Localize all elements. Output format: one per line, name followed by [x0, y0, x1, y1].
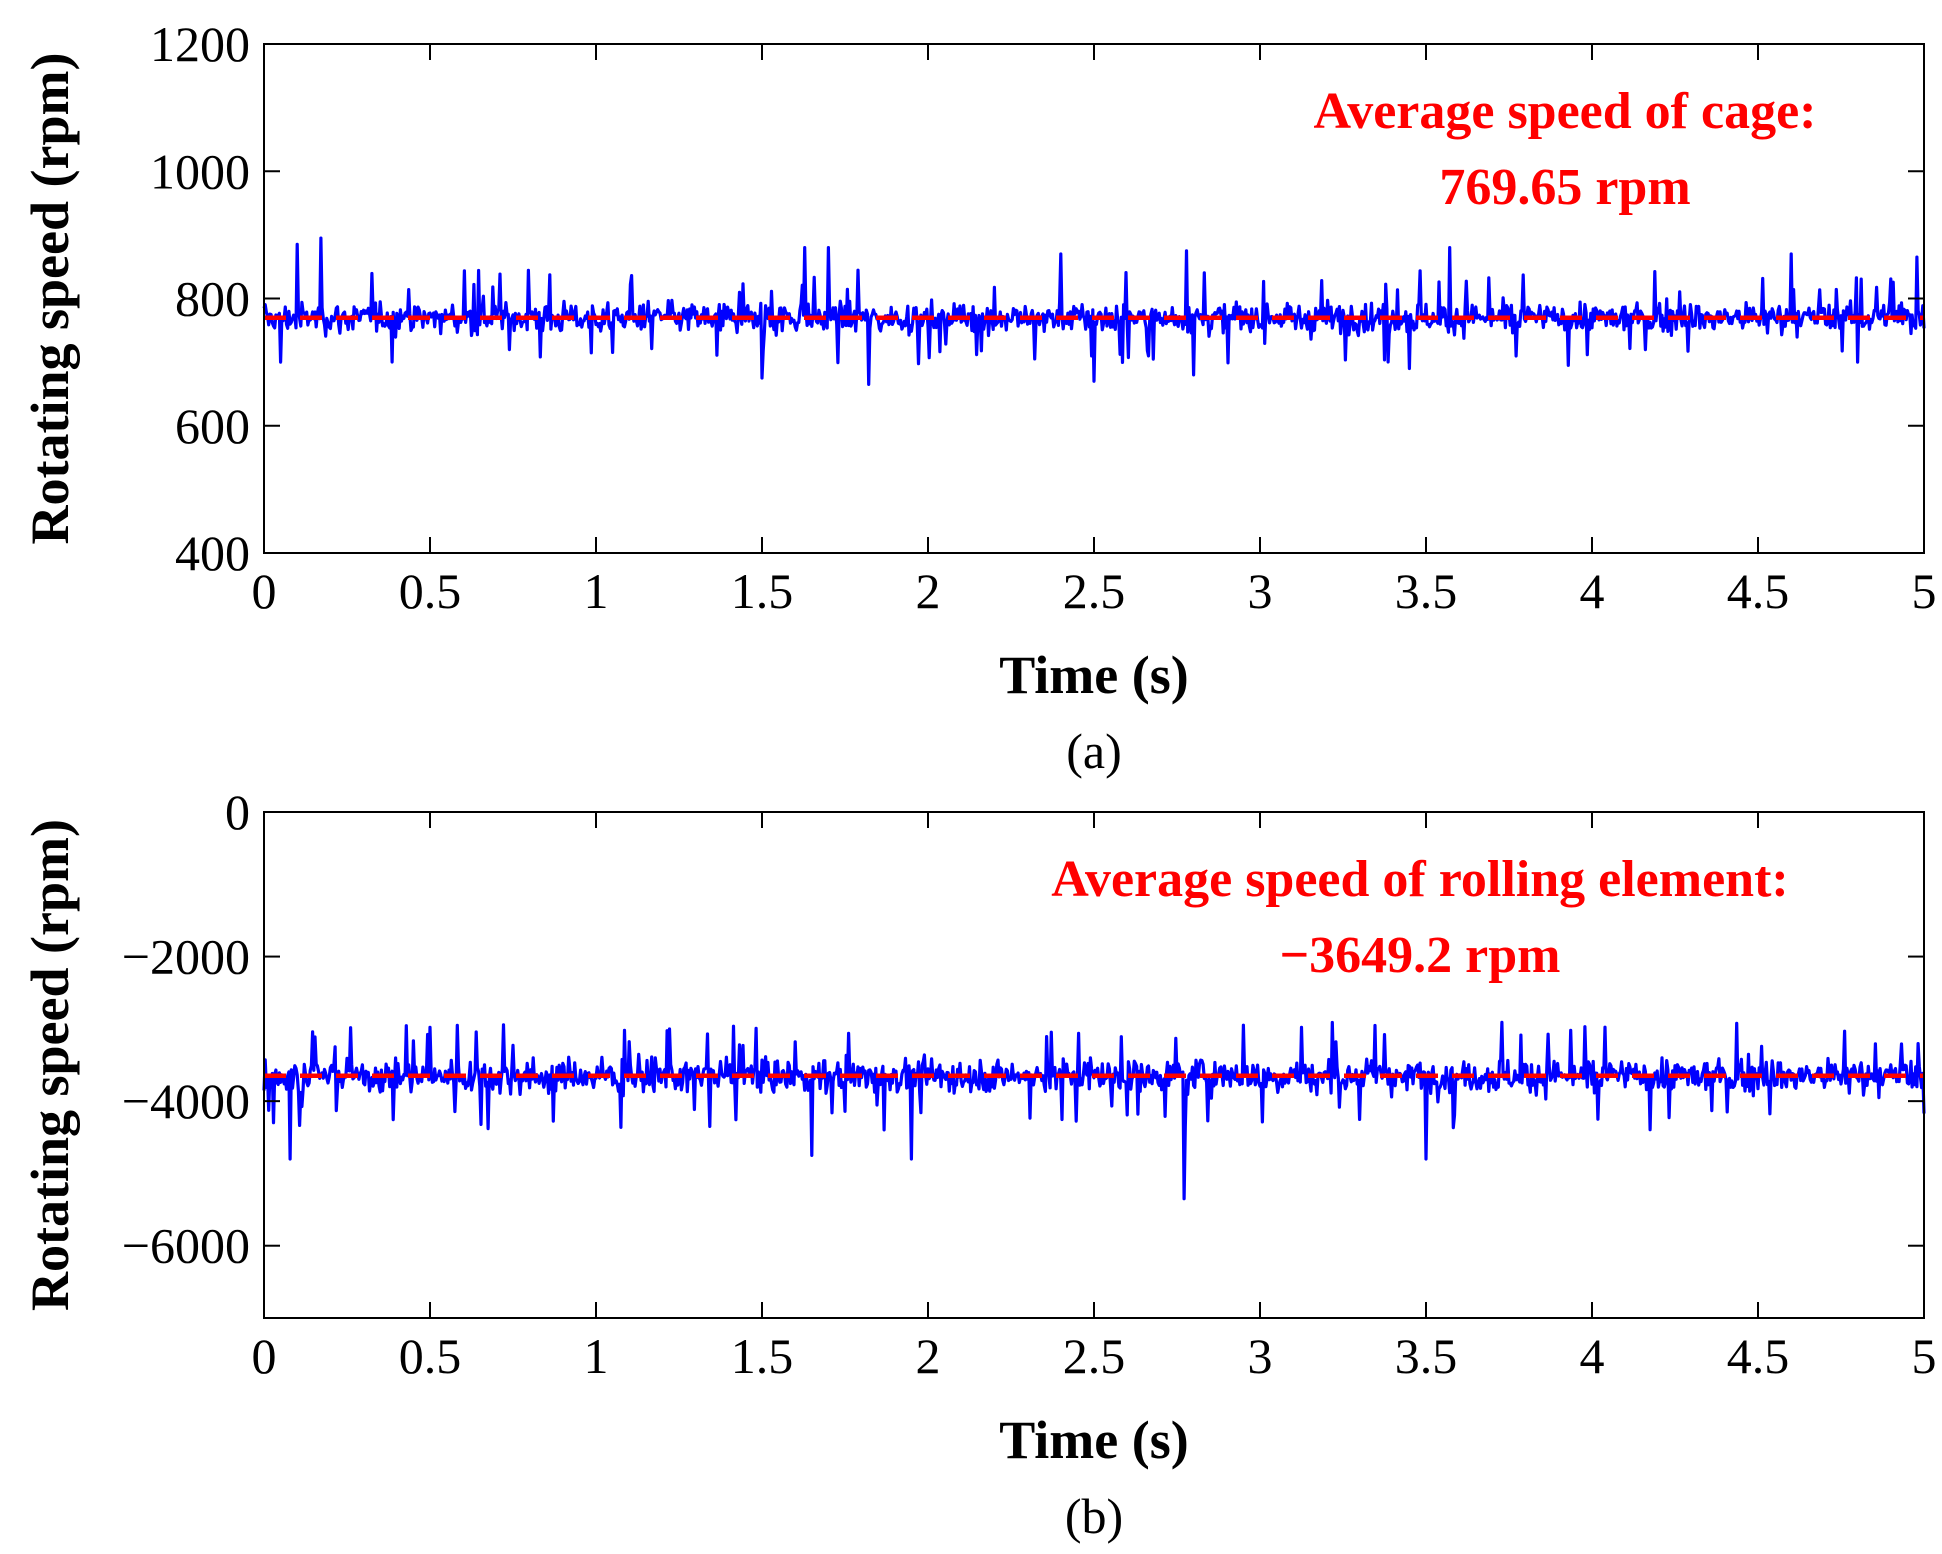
x-tick-label: 2	[916, 563, 941, 619]
y-tick-label: 600	[175, 398, 250, 454]
axis-ticks	[263, 811, 1925, 1318]
y-tick-label: −2000	[122, 929, 250, 985]
y-tick-label: −6000	[122, 1218, 250, 1274]
average-annotation-title: Average speed of rolling element:	[1051, 851, 1788, 908]
y-tick-labels: −6000 −4000 −2000 0	[122, 784, 250, 1274]
y-tick-label: 0	[225, 784, 250, 840]
panel-label: (a)	[1066, 723, 1122, 779]
x-tick-label: 4.5	[1727, 1328, 1790, 1384]
y-tick-label: 1000	[150, 143, 250, 199]
x-axis-label: Time (s)	[999, 1410, 1188, 1470]
average-annotation-value: 769.65 rpm	[1439, 159, 1690, 216]
cage-speed-series	[262, 236, 1926, 386]
average-annotation-title: Average speed of cage:	[1314, 83, 1817, 140]
rolling-element-speed-series	[262, 1020, 1926, 1201]
x-tick-label: 5	[1912, 1328, 1937, 1384]
panel-a: 0 0.5 1 1.5 2 2.5 3 3.5 4 4.5 5 40060080010001200 …	[20, 16, 1937, 779]
x-tick-label: 1	[584, 1328, 609, 1384]
x-tick-label: 1.5	[731, 1328, 794, 1384]
x-tick-label: 2	[916, 1328, 941, 1384]
x-tick-label: 1.5	[731, 563, 794, 619]
y-axis-label: Rotating speed (rpm)	[20, 819, 80, 1311]
x-tick-label: 4	[1580, 1328, 1605, 1384]
x-tick-label: 0.5	[399, 563, 462, 619]
axis-ticks	[263, 43, 1925, 554]
x-tick-label: 3	[1248, 563, 1273, 619]
y-axis-label: Rotating speed (rpm)	[20, 53, 80, 545]
x-tick-label: 4.5	[1727, 563, 1790, 619]
x-tick-label: 2.5	[1063, 563, 1126, 619]
x-tick-labels: 0 0.5 1 1.5 2 2.5 3 3.5 4 4.5 5	[252, 1328, 1937, 1384]
y-tick-label: 800	[175, 271, 250, 327]
x-tick-label: 3.5	[1395, 563, 1458, 619]
x-tick-label: 1	[584, 563, 609, 619]
speed-trace	[262, 236, 1926, 386]
y-tick-label: 1200	[150, 16, 250, 72]
x-tick-label: 0.5	[399, 1328, 462, 1384]
average-annotation-value: −3649.2 rpm	[1280, 927, 1561, 984]
y-tick-label: −4000	[122, 1073, 250, 1129]
x-tick-label: 0	[252, 563, 277, 619]
x-tick-label: 5	[1912, 563, 1937, 619]
x-tick-label: 0	[252, 1328, 277, 1384]
panel-b: 0 0.5 1 1.5 2 2.5 3 3.5 4 4.5 5 −6000 −4000 −2000 0 T…	[20, 784, 1937, 1544]
y-tick-label: 400	[175, 525, 250, 581]
x-tick-labels: 0 0.5 1 1.5 2 2.5 3 3.5 4 4.5 5	[252, 563, 1937, 619]
x-tick-label: 2.5	[1063, 1328, 1126, 1384]
x-tick-label: 3.5	[1395, 1328, 1458, 1384]
y-tick-labels: 400 600 800 1000 1200	[150, 16, 250, 581]
x-tick-label: 4	[1580, 563, 1605, 619]
x-axis-label: Time (s)	[999, 645, 1188, 705]
panel-label: (b)	[1065, 1488, 1123, 1544]
x-tick-label: 3	[1248, 1328, 1273, 1384]
speed-trace	[262, 1020, 1926, 1201]
